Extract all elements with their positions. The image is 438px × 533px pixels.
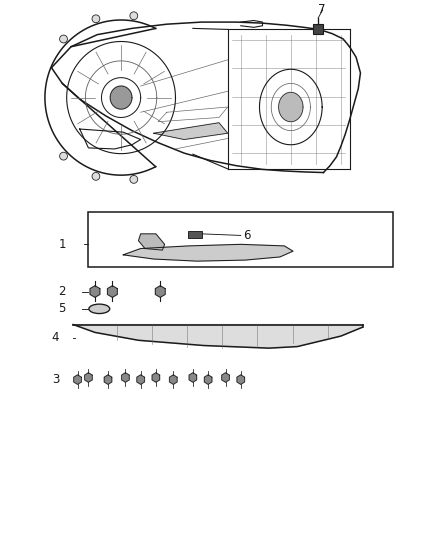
Ellipse shape <box>130 12 138 20</box>
Ellipse shape <box>89 304 110 313</box>
Ellipse shape <box>92 15 100 23</box>
Polygon shape <box>104 375 112 384</box>
Text: 4: 4 <box>52 331 59 344</box>
Polygon shape <box>85 373 92 382</box>
Polygon shape <box>279 92 303 122</box>
Ellipse shape <box>92 172 100 180</box>
Polygon shape <box>189 373 197 382</box>
Text: 2: 2 <box>58 285 66 298</box>
Polygon shape <box>222 373 230 382</box>
Polygon shape <box>137 375 145 384</box>
Polygon shape <box>237 375 244 384</box>
Polygon shape <box>170 375 177 384</box>
Polygon shape <box>154 123 228 140</box>
Ellipse shape <box>130 175 138 183</box>
Polygon shape <box>205 375 212 384</box>
Polygon shape <box>110 86 132 109</box>
Text: 5: 5 <box>58 302 66 316</box>
Polygon shape <box>74 375 81 384</box>
Polygon shape <box>107 286 117 297</box>
Bar <box>188 231 202 238</box>
Text: 3: 3 <box>52 373 59 386</box>
Bar <box>88 212 393 267</box>
Text: 7: 7 <box>318 3 325 17</box>
Text: 6: 6 <box>243 229 251 242</box>
Bar <box>313 24 323 34</box>
Polygon shape <box>122 373 129 382</box>
Polygon shape <box>90 286 100 297</box>
Ellipse shape <box>60 152 67 160</box>
Polygon shape <box>138 234 165 250</box>
Polygon shape <box>123 244 293 261</box>
Ellipse shape <box>60 35 67 43</box>
Text: 1: 1 <box>58 238 66 251</box>
Polygon shape <box>152 373 160 382</box>
Polygon shape <box>155 286 165 297</box>
Polygon shape <box>73 325 363 348</box>
